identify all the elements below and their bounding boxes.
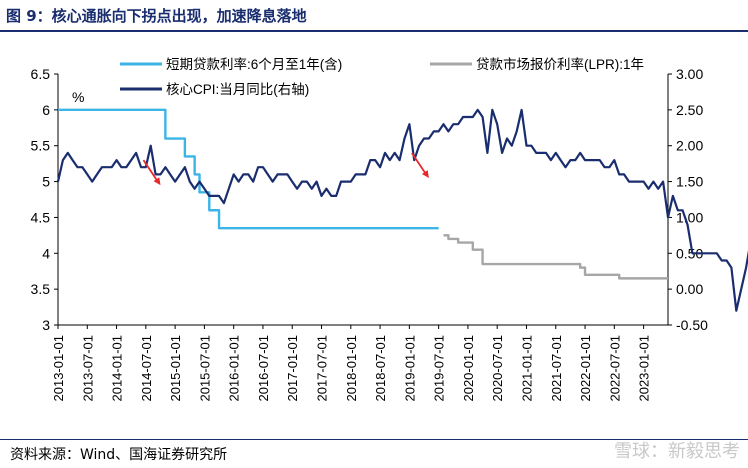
- x-tick-label: 2018-07-01: [373, 335, 388, 402]
- chart-axes: 3 3.5 4 4.5 5 5.5 6 6.5 -0.50 0.00 0.50 1.00 1.50 2.0…: [31, 66, 709, 402]
- y-left-tick-label: 5: [42, 174, 50, 190]
- y-right-tick-label: 0.00: [676, 281, 703, 297]
- arrow-shaft: [142, 159, 159, 182]
- y-right-tick-label: 3.00: [676, 66, 703, 82]
- annotations-layer: [142, 152, 429, 186]
- x-tick-label: 2014-07-01: [139, 335, 154, 402]
- x-tick-label: 2016-01-01: [227, 335, 242, 402]
- x-tick-label: 2016-07-01: [256, 335, 271, 402]
- source-divider: [0, 439, 748, 440]
- x-tick-label: 2017-01-01: [285, 335, 300, 402]
- x-tick-label: 2014-01-01: [110, 335, 125, 402]
- x-tick-label: 2022-07-01: [607, 335, 622, 402]
- y-left-tick-label: 6.5: [31, 66, 51, 82]
- legend-label-loan-rate: 短期贷款利率:6个月至1年(含): [166, 56, 342, 72]
- x-tick-label: 2020-01-01: [461, 335, 476, 402]
- x-tick-label: 2021-07-01: [549, 335, 564, 402]
- series-line-lpr: [443, 234, 668, 280]
- legend-label-lpr: 贷款市场报价利率(LPR):1年: [476, 56, 644, 72]
- chart-legend: 短期贷款利率:6个月至1年(含) 贷款市场报价利率(LPR):1年核心CPI:当月…: [120, 56, 644, 97]
- x-tick-label: 2023-01-01: [637, 335, 652, 402]
- arrow-shaft: [411, 152, 427, 175]
- y-left-tick-label: 3.5: [31, 281, 51, 297]
- x-tick-label: 2013-07-01: [80, 335, 95, 402]
- x-tick-label: 2020-07-01: [490, 335, 505, 402]
- y-left-tick-label: 3: [42, 317, 50, 333]
- y-right-tick-label: 1.50: [676, 174, 703, 190]
- x-tick-label: 2019-01-01: [402, 335, 417, 402]
- y-left-tick-label: 4.5: [31, 209, 51, 225]
- figure-title: 图 9：核心通胀向下拐点出现，加速降息落地: [6, 7, 307, 25]
- unit-label: %: [72, 89, 84, 105]
- series-line-loan-rate: [58, 108, 439, 230]
- x-tick-label: 2015-01-01: [168, 335, 183, 402]
- x-tick-label: 2022-01-01: [578, 335, 593, 402]
- title-divider: [0, 30, 748, 32]
- y-left-tick-label: 6: [42, 102, 50, 118]
- y-left-tick-label: 4: [42, 245, 50, 261]
- chart: 3 3.5 4 4.5 5 5.5 6 6.5 -0.50 0.00 0.50 1.00 1.50 2.0…: [31, 56, 748, 402]
- x-tick-label: 2017-07-01: [315, 335, 330, 402]
- arrow-head: [153, 177, 161, 186]
- x-tick-label: 2013-01-01: [51, 335, 66, 402]
- y-right-tick-label: 0.50: [676, 245, 703, 261]
- x-tick-label: 2019-07-01: [432, 335, 447, 402]
- watermark: 雪球：新毅思考: [614, 441, 740, 462]
- y-right-tick-label: 1.00: [676, 209, 703, 225]
- y-right-tick-label: 2.00: [676, 138, 703, 154]
- source-note: 资料来源：Wind、国海证券研究所: [10, 447, 228, 463]
- x-tick-label: 2021-01-01: [519, 335, 534, 402]
- y-right-tick-label: -0.50: [676, 317, 708, 333]
- y-left-tick-label: 5.5: [31, 138, 51, 154]
- arrow-head: [421, 170, 429, 178]
- x-tick-label: 2018-01-01: [344, 335, 359, 402]
- series-layer: [56, 108, 748, 312]
- legend-label-core-cpi: 核心CPI:当月同比(右轴): [166, 82, 309, 97]
- series-line-core-cpi: [56, 108, 748, 312]
- y-right-tick-label: 2.50: [676, 102, 703, 118]
- x-tick-label: 2015-07-01: [197, 335, 212, 402]
